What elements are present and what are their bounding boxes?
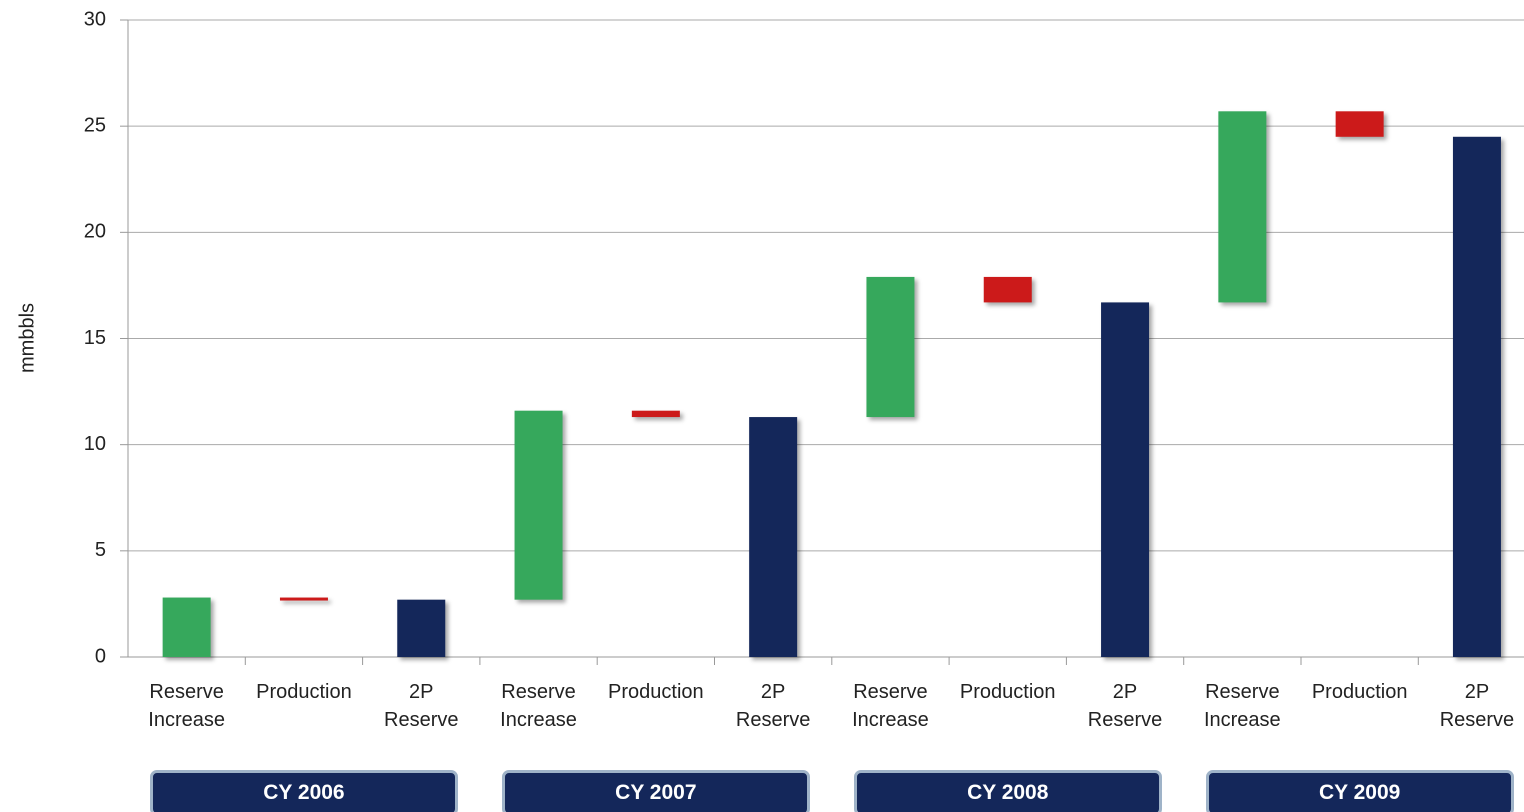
bar [514, 410, 563, 600]
x-tick-label: Production [959, 681, 1056, 703]
group-label: CY 2009 [1205, 770, 1514, 812]
y-tick-label: 5 [95, 539, 106, 561]
x-tick-label: Production [1311, 681, 1408, 703]
bar [866, 276, 915, 418]
x-tick-label: 2P Reserve [735, 681, 811, 731]
x-tick-label: 2P Reserve [1439, 681, 1515, 731]
bar [397, 599, 446, 657]
bar [162, 597, 211, 657]
y-tick-label: 0 [95, 645, 106, 667]
x-tick-label: Reserve Increase [500, 681, 577, 731]
y-tick-label: 15 [84, 327, 106, 349]
y-tick-label: 30 [84, 8, 106, 30]
x-tick-label: 2P Reserve [1087, 681, 1163, 731]
y-tick-label: 10 [84, 433, 106, 455]
x-tick-label: 2P Reserve [384, 681, 459, 731]
group-label: CY 2008 [853, 770, 1162, 812]
bar [631, 410, 680, 418]
bar [1218, 111, 1267, 303]
y-tick-label: 25 [84, 114, 106, 136]
bar [1335, 111, 1384, 137]
bar [983, 276, 1032, 303]
x-tick-label: Production [608, 681, 704, 703]
group-label: CY 2007 [501, 770, 810, 812]
y-tick-label: 20 [84, 221, 106, 243]
x-tick-label: Reserve Increase [1203, 681, 1281, 731]
x-tick-label: Production [256, 681, 352, 703]
x-tick-label: Reserve Increase [852, 681, 929, 731]
bar [1452, 136, 1501, 658]
group-label: CY 2006 [150, 770, 458, 812]
y-axis-label: mmbbls [16, 303, 38, 373]
x-tick-label: Reserve Increase [148, 681, 225, 731]
bar [1101, 302, 1150, 657]
bar [279, 597, 328, 601]
bar [749, 417, 798, 657]
